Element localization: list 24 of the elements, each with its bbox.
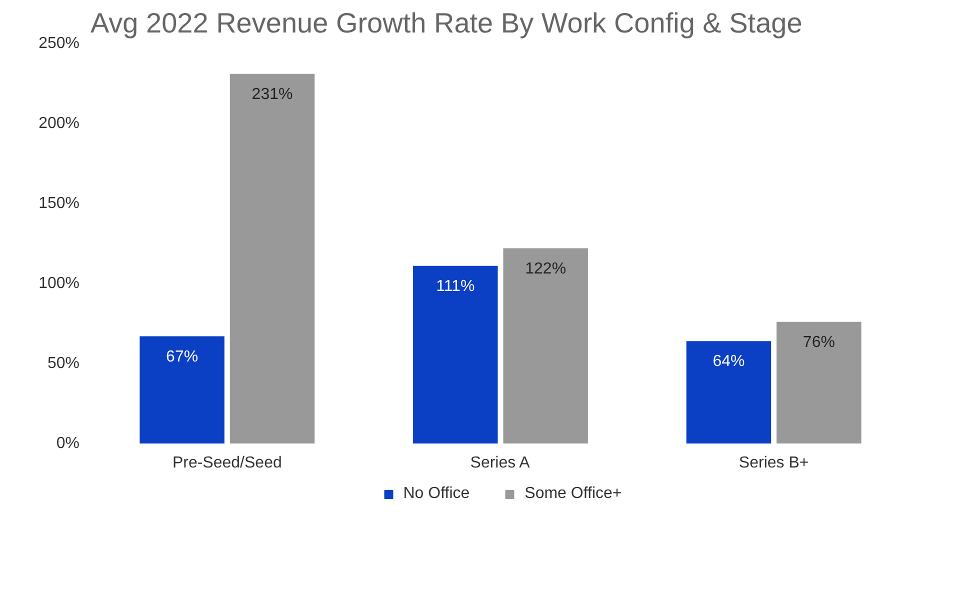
- data-label: 64%: [712, 353, 745, 370]
- legend-label: Some Office+: [524, 485, 622, 503]
- y-tick-label: 50%: [47, 355, 80, 372]
- x-tick-label: Series B+: [738, 454, 809, 472]
- y-tick-label: 150%: [38, 195, 80, 212]
- data-label: 76%: [802, 334, 835, 351]
- data-label: 122%: [525, 260, 566, 278]
- y-tick-label: 250%: [38, 35, 80, 52]
- bar: [776, 322, 862, 444]
- bar: [230, 74, 315, 444]
- chart-title: Avg 2022 Revenue Growth Rate By Work Config & Stage: [90, 8, 802, 38]
- bar: [140, 336, 224, 444]
- y-tick-label: 100%: [38, 275, 80, 292]
- bar: [686, 341, 772, 444]
- data-label: 67%: [166, 348, 198, 366]
- bar: [503, 248, 588, 444]
- data-label: 231%: [252, 86, 293, 103]
- bar: [413, 266, 498, 444]
- x-tick-label: Series A: [470, 454, 530, 472]
- y-tick-label: 0%: [56, 435, 80, 452]
- y-tick-label: 200%: [38, 115, 80, 132]
- data-label: 111%: [436, 278, 475, 295]
- legend-label: No Office: [403, 485, 470, 503]
- x-tick-label: Pre-Seed/Seed: [172, 454, 282, 472]
